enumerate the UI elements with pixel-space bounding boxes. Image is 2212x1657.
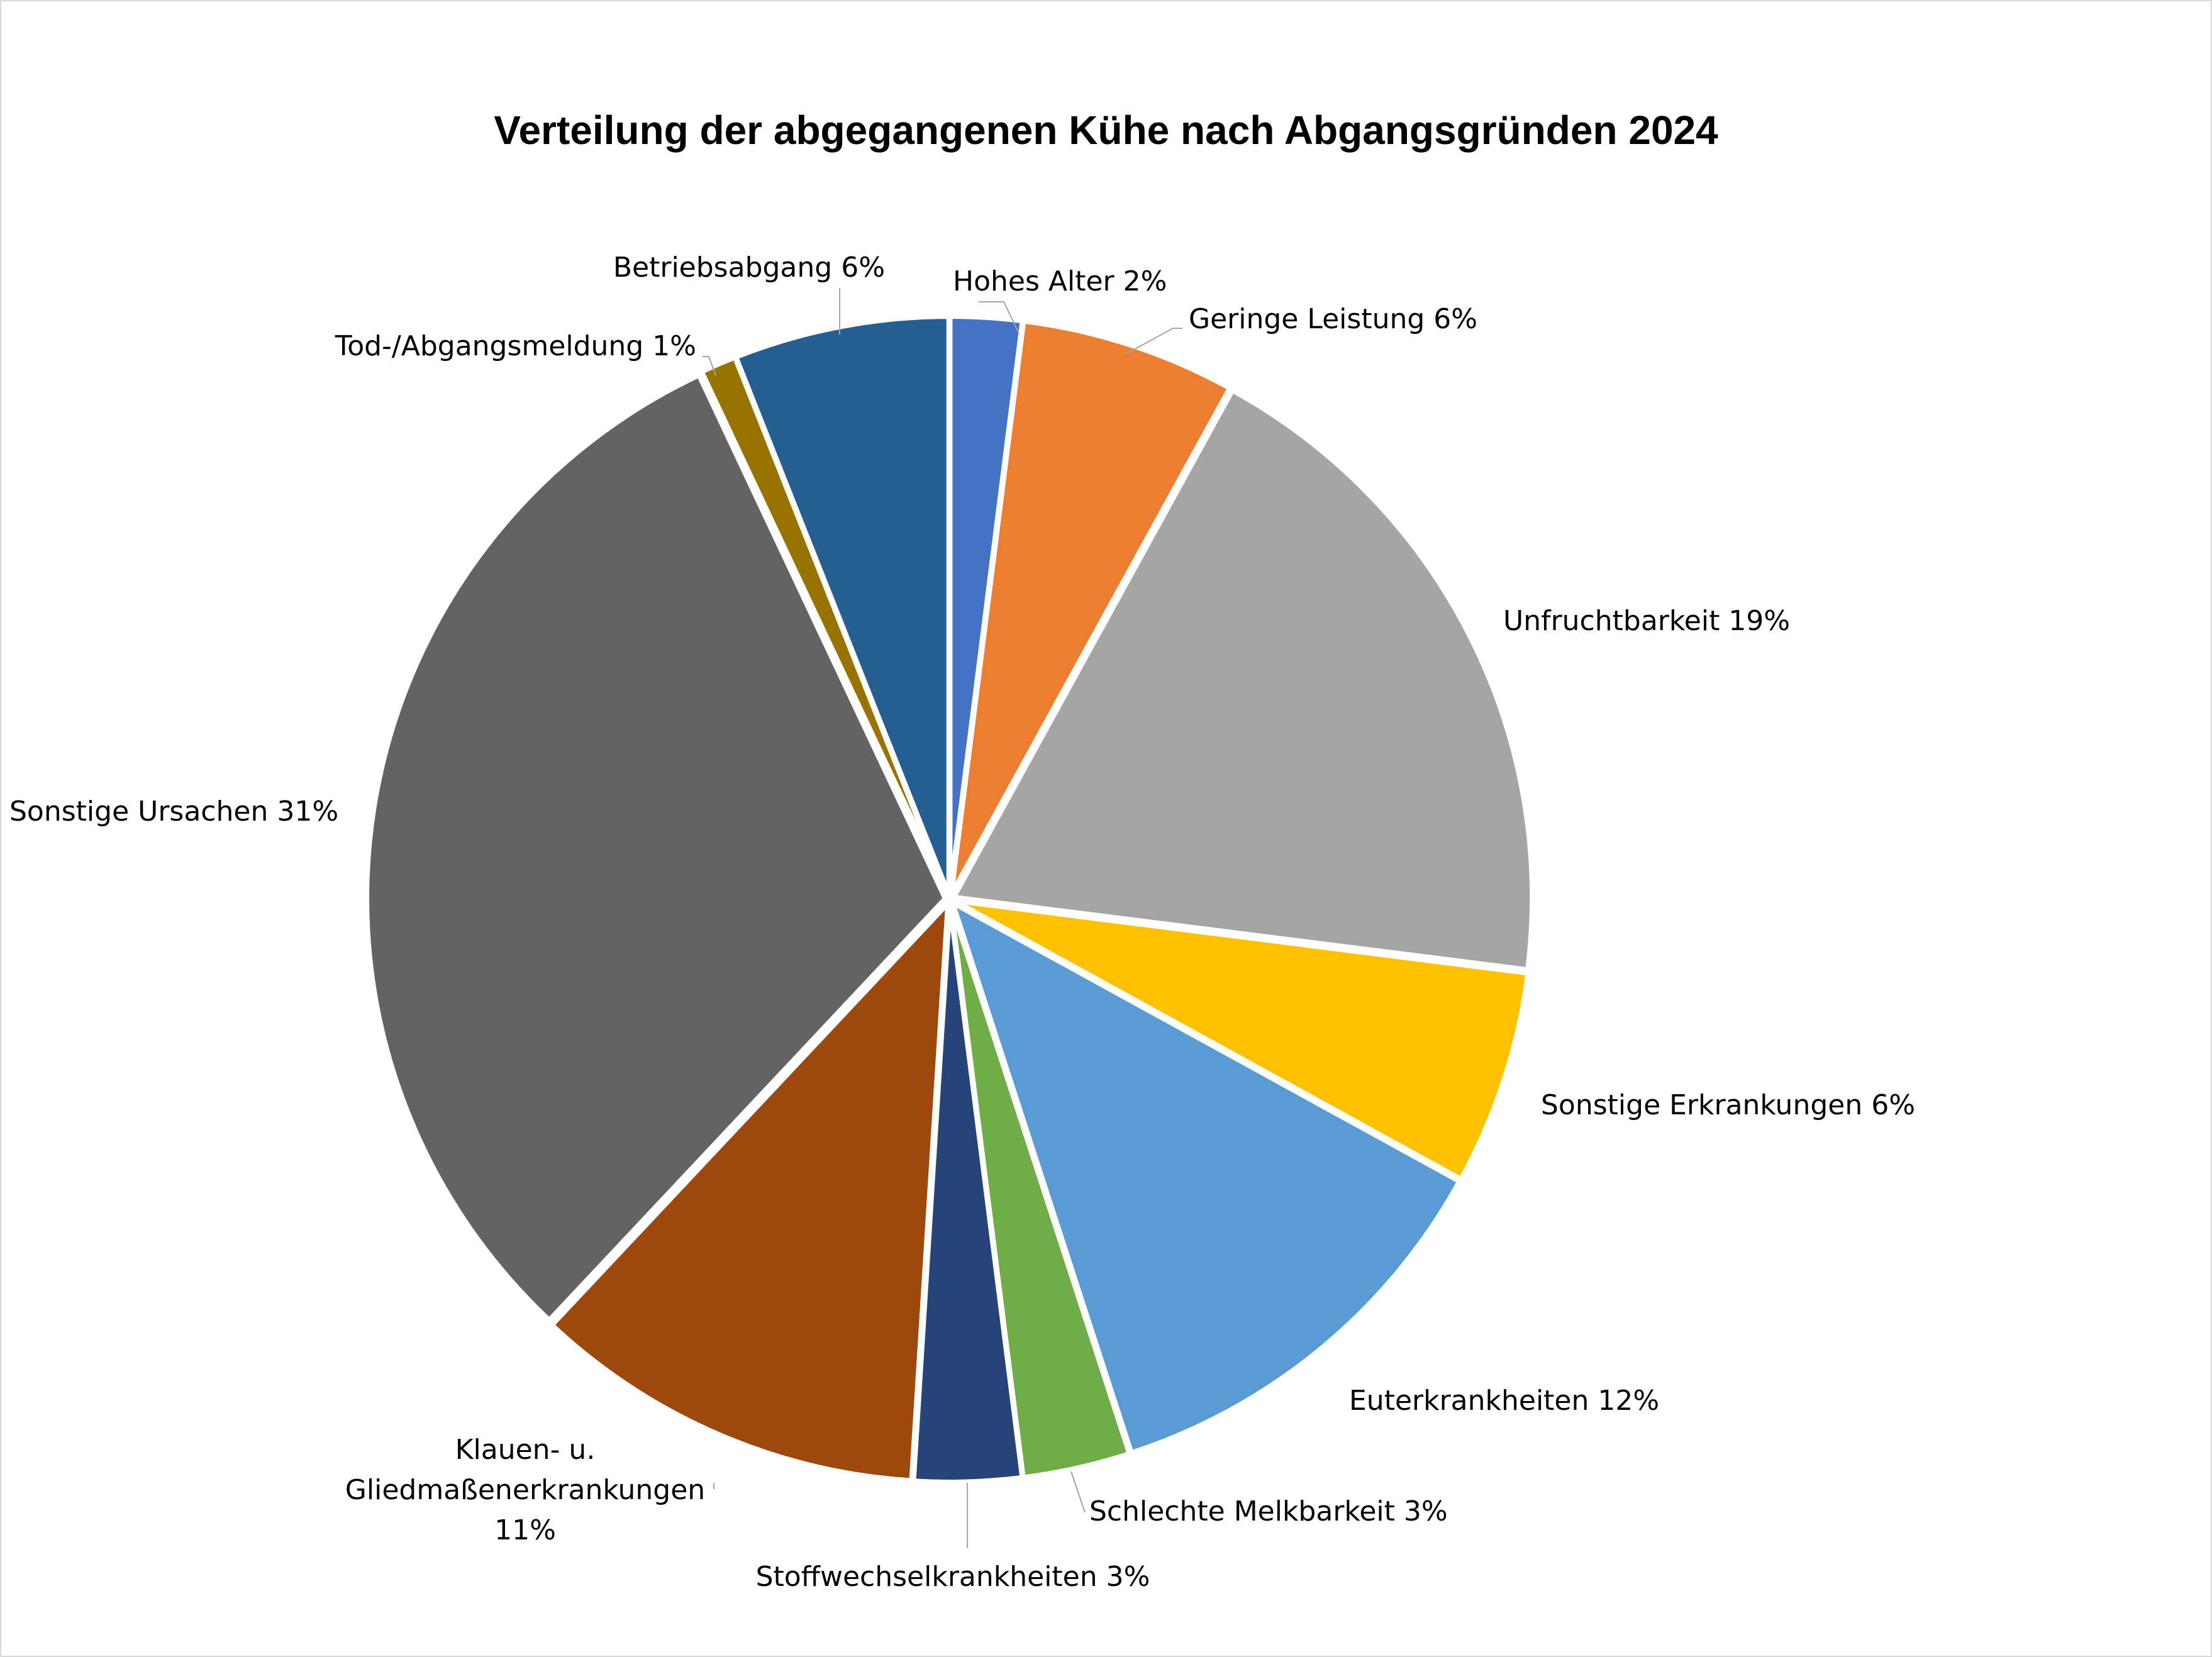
leader-line-10	[703, 356, 716, 376]
pie-slice-9	[364, 372, 948, 1323]
slice-label-3: Unfruchtbarkeit 19%	[1503, 605, 1790, 637]
chart-title: Verteilung der abgegangenen Kühe nach Ab…	[494, 108, 1718, 153]
slice-label-8: 11%	[494, 1514, 556, 1546]
slice-label-11: Betriebsabgang 6%	[613, 252, 885, 284]
pie-slice-5	[950, 900, 1462, 1456]
pie-slice-11	[733, 314, 952, 898]
slice-label-9: Sonstige Ursachen 31%	[9, 795, 338, 828]
pie-slice-2	[948, 318, 1233, 898]
slice-label-1: Hohes Alter 2%	[953, 265, 1167, 297]
slice-label-2: Geringe Leistung 6%	[1189, 303, 1477, 335]
pie-slice-4	[951, 898, 1531, 1182]
leader-line-1	[979, 301, 1020, 334]
pie-slice-3	[951, 387, 1535, 973]
leader-line-6	[1070, 1471, 1086, 1513]
leader-line-2	[1125, 328, 1182, 355]
slice-label-8: Klauen- u.	[455, 1434, 596, 1466]
slice-label-5: Euterkrankheiten 12%	[1349, 1385, 1659, 1417]
slice-label-8: Gliedmaßenerkrankungen	[345, 1474, 705, 1506]
slice-label-6: Schlechte Melkbarkeit 3%	[1089, 1495, 1448, 1527]
slice-label-10: Tod-/Abgangsmeldung 1%	[335, 330, 696, 362]
slice-label-7: Stoffwechselkrankheiten 3%	[756, 1561, 1150, 1593]
pie-slice-8	[549, 901, 951, 1483]
slice-label-4: Sonstige Erkrankungen 6%	[1541, 1089, 1915, 1121]
